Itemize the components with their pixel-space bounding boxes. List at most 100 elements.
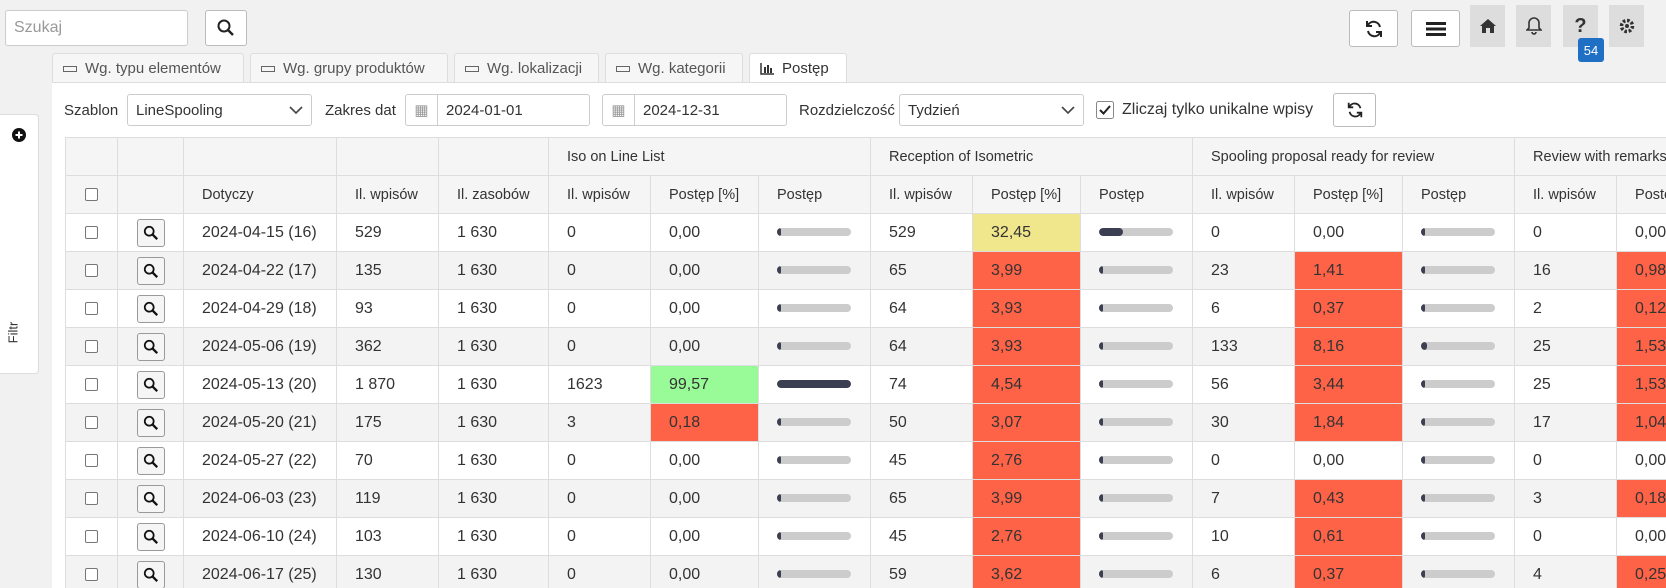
tab[interactable]: Wg. typu elementów	[52, 53, 244, 83]
resolution-select[interactable]: Tydzień	[899, 94, 1084, 126]
row-checkbox[interactable]	[85, 491, 98, 505]
progress-track	[777, 304, 851, 313]
tab[interactable]: Wg. lokalizacji	[454, 53, 599, 83]
table-row: 2024-05-06 (19) 362 1 630 0 0,00 64 3,93 133 8,1…	[65, 327, 1666, 366]
gear-icon	[1619, 18, 1634, 34]
date-from-input[interactable]: ▦ 2024-01-01	[405, 94, 590, 126]
details-button[interactable]	[136, 408, 165, 437]
cell: 2024-06-10 (24)	[183, 517, 337, 556]
details-button[interactable]	[136, 256, 165, 285]
add-icon[interactable]	[12, 128, 26, 142]
row-checkbox[interactable]	[85, 529, 98, 543]
count-cell: 50	[870, 403, 974, 442]
table-row: 2024-05-20 (21) 175 1 630 3 0,18 50 3,07 30 1,84…	[65, 403, 1666, 442]
percent-cell: 0,18	[650, 403, 759, 442]
cell	[117, 251, 184, 290]
count-cell: 0	[1192, 213, 1296, 252]
progress-bar	[1099, 494, 1104, 503]
details-button[interactable]	[136, 370, 165, 399]
details-button[interactable]	[136, 294, 165, 323]
cell: 1 630	[438, 327, 549, 366]
details-button[interactable]	[136, 332, 165, 361]
home-button[interactable]	[1470, 5, 1505, 47]
refresh-button[interactable]	[1349, 10, 1398, 47]
count-cell: 3	[548, 403, 651, 442]
cell	[117, 479, 184, 518]
notification-badge: 54	[1578, 38, 1604, 62]
count-cell: 45	[870, 441, 974, 480]
progress-bar	[1421, 266, 1426, 275]
count-cell: 2	[1514, 289, 1618, 328]
date-to-input[interactable]: ▦ 2024-12-31	[602, 94, 787, 126]
row-checkbox[interactable]	[85, 415, 98, 429]
details-button[interactable]	[136, 484, 165, 513]
header-cell	[65, 175, 118, 214]
row-checkbox[interactable]	[85, 301, 98, 315]
table-row: 2024-04-29 (18) 93 1 630 0 0,00 64 3,93 6 0,37 2 0…	[65, 289, 1666, 328]
cell: 529	[336, 213, 439, 252]
cell: 1 630	[438, 517, 549, 556]
tab[interactable]: Wg. grupy produktów	[250, 53, 448, 83]
progress-cell	[757, 403, 872, 442]
count-cell: 23	[1192, 251, 1296, 290]
progress-track	[777, 532, 851, 541]
progress-track	[777, 266, 851, 275]
column-header: Postęp [%]	[972, 175, 1082, 214]
cell	[65, 327, 118, 366]
percent-cell: 4,54	[972, 365, 1082, 404]
details-button[interactable]	[136, 446, 165, 475]
progress-bar	[1099, 532, 1104, 541]
date-to: 2024-12-31	[643, 101, 720, 119]
search-icon	[143, 377, 158, 392]
progress-track	[777, 570, 851, 579]
progress-cell	[1402, 479, 1516, 518]
search-button[interactable]	[205, 10, 247, 46]
cell: 1 630	[438, 555, 549, 588]
percent-cell: 0,00	[650, 327, 759, 366]
details-button[interactable]	[136, 522, 165, 551]
cell: 93	[336, 289, 439, 328]
tab[interactable]: Wg. kategorii	[605, 53, 743, 83]
count-cell: 10	[1192, 517, 1296, 556]
progress-cell	[757, 327, 872, 366]
group-header: Reception of Isometric	[870, 137, 1194, 176]
percent-cell: 3,99	[972, 479, 1082, 518]
progress-track	[1421, 342, 1496, 351]
count-cell: 0	[1192, 441, 1296, 480]
progress-cell	[1402, 517, 1516, 556]
unique-checkbox[interactable]: Zliczaj tylko unikalne wpisy	[1096, 94, 1313, 126]
cell: 2024-05-13 (20)	[183, 365, 337, 404]
column-header: Postęp	[1080, 175, 1194, 214]
details-button[interactable]	[136, 218, 165, 247]
tab[interactable]: Postęp	[749, 53, 847, 83]
apply-button[interactable]	[1333, 93, 1376, 127]
row-checkbox[interactable]	[85, 377, 98, 391]
row-checkbox[interactable]	[85, 263, 98, 277]
progress-track	[1421, 380, 1496, 389]
select-all-checkbox[interactable]	[85, 188, 98, 202]
row-checkbox[interactable]	[85, 567, 98, 581]
notifications-button[interactable]	[1516, 5, 1551, 47]
progress-bar	[1099, 380, 1104, 389]
row-checkbox[interactable]	[85, 453, 98, 467]
count-cell: 0	[1514, 213, 1618, 252]
menu-button[interactable]	[1411, 10, 1460, 47]
progress-cell	[757, 517, 872, 556]
cell	[65, 289, 118, 328]
row-checkbox[interactable]	[85, 339, 98, 353]
details-button[interactable]	[136, 560, 165, 588]
header-cell	[117, 137, 184, 176]
cell: 1 630	[438, 289, 549, 328]
row-checkbox[interactable]	[85, 225, 98, 239]
progress-cell	[1402, 403, 1516, 442]
template-value: LineSpooling	[136, 101, 223, 119]
template-select[interactable]: LineSpooling	[127, 94, 312, 126]
search-icon	[143, 415, 158, 430]
percent-cell: 0,00	[1294, 441, 1404, 480]
search-input[interactable]: Szukaj	[5, 10, 188, 46]
table-row: 2024-06-03 (23) 119 1 630 0 0,00 65 3,99 7 0,43 3…	[65, 479, 1666, 518]
column-header: Postęp [%]	[1616, 175, 1666, 214]
unique-label: Zliczaj tylko unikalne wpisy	[1122, 101, 1314, 118]
filter-label[interactable]: Filtr	[5, 321, 21, 344]
settings-button[interactable]	[1609, 5, 1644, 47]
